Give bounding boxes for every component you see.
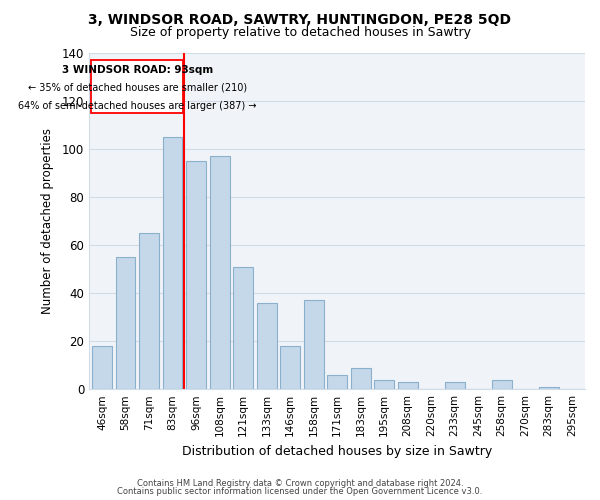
Text: Contains HM Land Registry data © Crown copyright and database right 2024.: Contains HM Land Registry data © Crown c…: [137, 478, 463, 488]
Bar: [280, 346, 300, 389]
Bar: [445, 382, 464, 389]
Bar: [539, 387, 559, 389]
Bar: [163, 136, 182, 389]
Y-axis label: Number of detached properties: Number of detached properties: [41, 128, 53, 314]
Text: 64% of semi-detached houses are larger (387) →: 64% of semi-detached houses are larger (…: [18, 100, 257, 110]
Text: 3 WINDSOR ROAD: 93sqm: 3 WINDSOR ROAD: 93sqm: [62, 64, 213, 74]
Bar: [233, 266, 253, 389]
Bar: [92, 346, 112, 389]
Bar: [304, 300, 323, 389]
X-axis label: Distribution of detached houses by size in Sawtry: Distribution of detached houses by size …: [182, 444, 492, 458]
FancyBboxPatch shape: [91, 60, 183, 112]
Bar: [398, 382, 418, 389]
Bar: [257, 302, 277, 389]
Bar: [374, 380, 394, 389]
Bar: [139, 233, 159, 389]
Bar: [491, 380, 512, 389]
Text: 3, WINDSOR ROAD, SAWTRY, HUNTINGDON, PE28 5QD: 3, WINDSOR ROAD, SAWTRY, HUNTINGDON, PE2…: [89, 12, 511, 26]
Bar: [350, 368, 371, 389]
Bar: [209, 156, 230, 389]
Bar: [327, 375, 347, 389]
Text: ← 35% of detached houses are smaller (210): ← 35% of detached houses are smaller (21…: [28, 82, 247, 92]
Bar: [186, 160, 206, 389]
Text: Contains public sector information licensed under the Open Government Licence v3: Contains public sector information licen…: [118, 487, 482, 496]
Text: Size of property relative to detached houses in Sawtry: Size of property relative to detached ho…: [130, 26, 470, 39]
Bar: [116, 257, 136, 389]
